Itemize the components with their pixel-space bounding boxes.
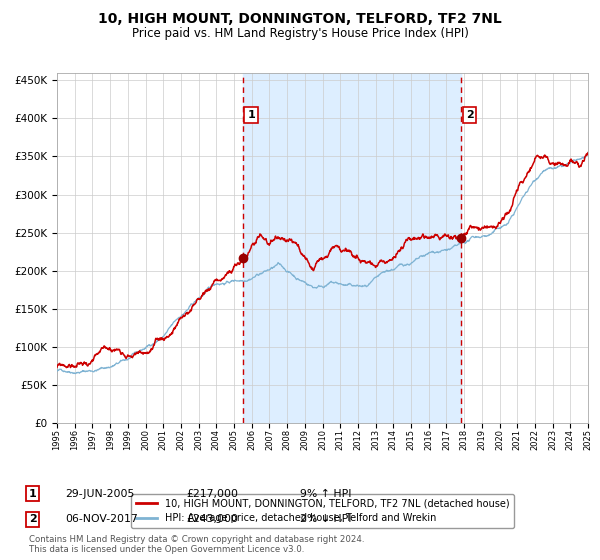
Text: 29-JUN-2005: 29-JUN-2005 [65, 489, 134, 499]
Text: £243,000: £243,000 [186, 514, 238, 524]
Text: Price paid vs. HM Land Registry's House Price Index (HPI): Price paid vs. HM Land Registry's House … [131, 27, 469, 40]
Text: 9% ↑ HPI: 9% ↑ HPI [300, 489, 352, 499]
Text: £217,000: £217,000 [186, 489, 238, 499]
Legend: 10, HIGH MOUNT, DONNINGTON, TELFORD, TF2 7NL (detached house), HPI: Average pric: 10, HIGH MOUNT, DONNINGTON, TELFORD, TF2… [131, 493, 514, 528]
Text: 10, HIGH MOUNT, DONNINGTON, TELFORD, TF2 7NL: 10, HIGH MOUNT, DONNINGTON, TELFORD, TF2… [98, 12, 502, 26]
Text: 1: 1 [247, 110, 255, 120]
Text: 2: 2 [29, 514, 37, 524]
Text: 2% ↓ HPI: 2% ↓ HPI [300, 514, 352, 524]
Text: 1: 1 [29, 489, 37, 499]
Text: 2: 2 [466, 110, 473, 120]
Text: Contains HM Land Registry data © Crown copyright and database right 2024.
This d: Contains HM Land Registry data © Crown c… [29, 535, 364, 554]
Text: 06-NOV-2017: 06-NOV-2017 [65, 514, 137, 524]
